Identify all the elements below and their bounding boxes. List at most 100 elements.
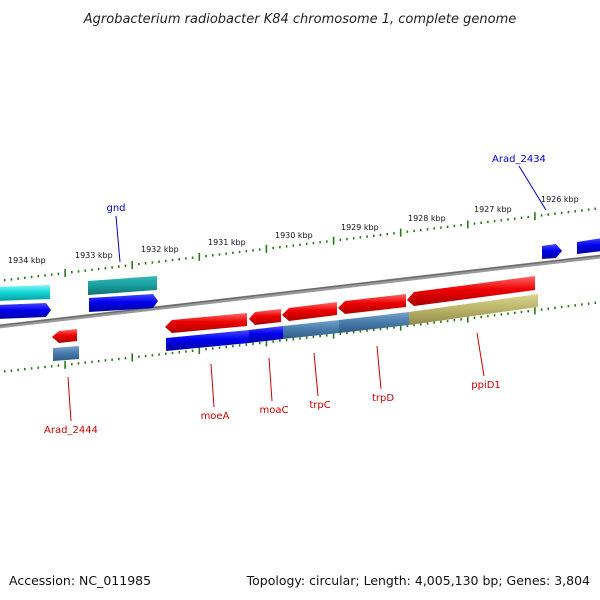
inner-tick-68 [453,319,456,322]
label-moaC[interactable]: moaC [260,405,289,416]
inner-tick-65 [433,321,435,324]
outer-tick-89 [594,207,597,210]
inner-tick-22 [144,354,147,358]
gene-ppiD1-inner[interactable] [409,294,538,325]
inner-tick-54 [359,330,362,333]
outer-tick-26 [171,258,174,262]
inner-tick-50 [332,330,335,339]
gene-trpD-outer[interactable] [338,294,406,314]
label-moeA[interactable]: moeA [201,411,230,422]
gene-trpD-inner[interactable] [339,312,409,333]
outer-tick-54 [359,236,362,239]
inner-tick-74 [493,314,496,317]
inner-tick-35 [232,345,234,348]
inner-tick-10 [64,360,66,369]
inner-tick-67 [446,319,449,323]
inner-tick-43 [285,338,288,342]
inner-tick-62 [413,323,415,327]
label-gnd[interactable]: gnd [106,203,125,214]
gene-ppiD1-outer[interactable] [407,276,535,306]
tick-label-1932: 1932 kbp [141,245,179,254]
outer-tick-38 [252,249,254,252]
outer-tick-34 [225,252,227,255]
gene-arad-2444[interactable] [52,329,77,343]
outer-tick-39 [258,248,261,251]
gene-arad-2444-inner[interactable] [53,346,79,361]
gene-moaC-inner[interactable] [249,326,283,343]
tick-label-1926: 1926 kbp [541,195,579,204]
inner-tick-38 [252,342,254,346]
inner-tick-79 [527,310,529,313]
gene-arad-2434[interactable] [542,244,562,259]
outer-tick-31 [205,254,207,258]
gene-blue-right[interactable] [577,238,600,254]
outer-tick-2 [10,278,13,281]
gene-moeA-outer[interactable] [165,313,247,333]
tick-labels: 1934 kbp 1933 kbp 1932 kbp 1931 kbp 1930… [8,195,579,265]
outer-tick-35 [232,251,234,254]
outer-tick-12 [77,270,80,273]
topology-summary: Topology: circular; Length: 4,005,130 bp… [246,573,590,588]
label-trpD[interactable]: trpD [372,393,394,404]
outer-tick-20 [131,261,133,269]
label-arad-2434[interactable]: Arad_2434 [492,154,546,165]
outer-tick-13 [84,269,86,272]
gene-gnd[interactable] [88,276,157,295]
inner-tick-18 [118,357,120,361]
gene-blue-left[interactable] [0,303,51,319]
inner-tick-31 [205,348,207,351]
inner-tick-19 [124,357,127,360]
outer-tick-50 [332,236,335,245]
inner-tick-23 [151,354,154,357]
outer-tick-45 [299,243,301,246]
inner-tick-48 [319,335,321,338]
inner-tick-88 [587,302,590,305]
outer-tick-61 [406,230,409,233]
inner-tick-80 [534,306,536,315]
inner-tick-4 [24,367,26,371]
inner-tick-63 [420,323,422,326]
gene-moaC-outer[interactable] [249,309,281,325]
inner-tick-2 [10,369,13,372]
outer-tick-5 [30,275,33,279]
gene-trpC-inner[interactable] [283,320,339,339]
tick-label-1928: 1928 kbp [408,214,446,223]
outer-tick-78 [520,216,523,219]
inner-tick-16 [104,359,107,362]
outer-tick-15 [97,267,100,271]
inner-tick-47 [312,335,315,339]
inner-tick-11 [71,362,73,366]
outer-tick-27 [178,258,180,261]
outer-tick-60 [399,228,402,237]
leader-trpD [376,345,382,390]
outer-tick-48 [319,241,321,244]
outer-tick-68 [453,224,456,228]
inner-tick-75 [500,313,503,316]
outer-tick-43 [285,245,288,248]
inner-tick-24 [158,353,160,356]
inner-tick-8 [50,365,53,368]
inner-tick-58 [386,327,388,330]
outer-tick-53 [352,237,355,240]
gene-trpC-outer[interactable] [282,302,337,321]
inner-tick-42 [279,339,281,342]
tick-label-1934: 1934 kbp [8,256,46,265]
inner-tick-77 [514,311,516,315]
outer-tick-49 [326,240,328,243]
outer-tick-7 [44,274,46,277]
outer-tick-75 [500,219,503,222]
outer-tick-42 [279,246,281,249]
outer-tick-44 [292,244,295,247]
inner-tick-27 [178,351,180,354]
inner-tick-59 [393,326,395,329]
label-arad-2444[interactable]: Arad_2444 [44,425,98,436]
label-ppiD1[interactable]: ppiD1 [471,380,501,391]
gene-moeA-inner[interactable] [166,330,249,351]
gene-cyan-left[interactable] [0,285,50,301]
label-trpC[interactable]: trpC [309,400,330,411]
outer-tick-11 [71,271,73,274]
outer-tick-70 [467,220,469,229]
gene-blue-gnd[interactable] [89,294,158,312]
inner-tick-70 [467,314,469,323]
inner-tick-17 [111,358,113,361]
